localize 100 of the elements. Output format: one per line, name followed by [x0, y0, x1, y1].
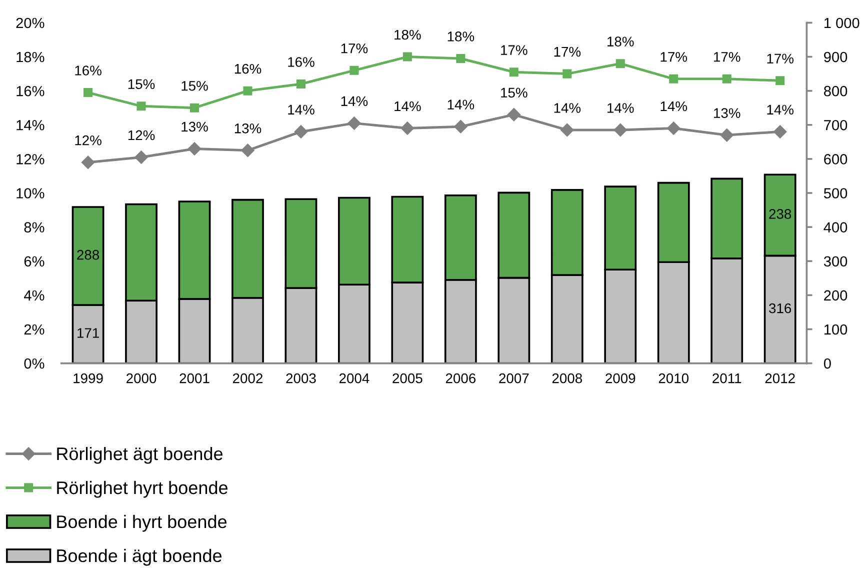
y-tick-label: 6% — [24, 256, 44, 267]
point — [667, 122, 680, 135]
legend-label: Rörlighet ägt boende — [57, 446, 223, 464]
point — [296, 80, 306, 89]
point — [84, 88, 93, 98]
point — [616, 59, 625, 68]
x-tick-label: 2011 — [712, 373, 742, 384]
data-label: 17% — [341, 44, 368, 54]
point — [720, 128, 734, 142]
data-label: 316 — [769, 303, 792, 314]
data-label: 16% — [75, 66, 102, 76]
data-label: 14% — [608, 103, 634, 113]
y2-tick-label: 800 — [824, 86, 848, 96]
point — [509, 68, 518, 77]
point — [190, 103, 200, 112]
x-tick-label: 2009 — [606, 373, 636, 384]
point — [241, 144, 254, 158]
y-tick-label: 0% — [24, 358, 44, 369]
x-tick-label: 2000 — [126, 373, 156, 384]
data-label: 13% — [234, 123, 262, 134]
point — [776, 76, 785, 86]
y-tick-label: 8% — [24, 222, 44, 232]
data-label: 288 — [77, 250, 100, 260]
legend-label: Boende i hyrt boende — [57, 514, 227, 532]
y2-tick-label: 700 — [824, 120, 848, 130]
point — [350, 66, 359, 75]
y-tick-label: 18% — [16, 52, 44, 62]
point — [614, 123, 627, 137]
x-tick-label: 2006 — [446, 373, 476, 384]
data-label: 17% — [714, 52, 740, 62]
data-label: 12% — [75, 135, 102, 146]
data-label: 14% — [448, 100, 474, 110]
data-label: 12% — [128, 130, 155, 140]
data-label: 16% — [288, 57, 314, 67]
y-tick-label: 20% — [16, 18, 44, 28]
data-label: 238 — [769, 209, 792, 219]
x-tick-label: 2002 — [232, 373, 262, 384]
point — [188, 142, 202, 156]
x-tick-label: 2010 — [658, 373, 689, 384]
y2-tick-label: 500 — [824, 188, 848, 198]
data-label: 171 — [78, 328, 99, 338]
data-label: 18% — [608, 36, 634, 46]
y-tick-label: 16% — [16, 86, 44, 96]
point — [454, 120, 468, 134]
x-tick-label: 2005 — [392, 373, 422, 384]
x-tick-label: 2007 — [499, 373, 529, 384]
data-label: 17% — [660, 52, 688, 62]
y-tick-label: 14% — [16, 120, 44, 130]
point — [773, 125, 787, 138]
legend-label: Rörlighet hyrt boende — [57, 480, 228, 498]
data-label: 17% — [501, 45, 528, 55]
y2-tick-label: 900 — [824, 52, 848, 62]
point — [81, 156, 95, 169]
point — [136, 102, 146, 111]
x-tick-label: 1999 — [74, 373, 103, 384]
point — [507, 108, 520, 122]
data-label: 14% — [341, 96, 368, 106]
y2-tick-label: 100 — [824, 324, 848, 335]
y2-tick-label: 1 000 — [824, 18, 860, 28]
point — [400, 122, 414, 135]
y-tick-label: 10% — [16, 188, 44, 198]
y2-tick-label: 300 — [824, 256, 848, 267]
data-label: 15% — [501, 88, 528, 98]
x-tick-label: 2012 — [765, 373, 795, 384]
data-label: 16% — [234, 64, 262, 74]
data-label: 15% — [182, 80, 208, 91]
point — [348, 116, 361, 130]
x-tick-label: 2003 — [286, 373, 316, 384]
y2-tick-label: 200 — [824, 290, 848, 301]
data-label: 14% — [767, 104, 794, 115]
point — [456, 54, 466, 63]
data-label: 17% — [767, 54, 794, 64]
y-tick-label: 2% — [24, 324, 44, 335]
data-label: 15% — [128, 79, 155, 90]
point — [562, 69, 572, 78]
point — [134, 150, 148, 164]
y2-tick-label: 0 — [824, 358, 831, 369]
y2-tick-label: 400 — [824, 222, 848, 232]
data-label: 13% — [714, 108, 740, 118]
data-label: 13% — [182, 122, 208, 132]
y2-tick-label: 600 — [824, 154, 848, 164]
point — [402, 52, 412, 62]
y-tick-label: 12% — [16, 154, 44, 164]
data-label: 17% — [554, 46, 581, 57]
data-label: 14% — [660, 101, 688, 112]
point — [294, 125, 308, 138]
data-label: 18% — [394, 30, 421, 40]
x-tick-label: 2008 — [552, 373, 582, 384]
legend-label: Boende i ägt boende — [57, 548, 222, 566]
point — [560, 123, 574, 137]
point — [669, 74, 678, 84]
data-label: 14% — [554, 103, 581, 113]
data-label: 18% — [448, 32, 474, 42]
x-tick-label: 2001 — [180, 373, 210, 384]
y-tick-label: 4% — [24, 290, 44, 301]
point — [722, 74, 732, 84]
point — [243, 86, 252, 96]
x-tick-label: 2004 — [339, 373, 370, 384]
data-label: 14% — [394, 101, 421, 112]
data-label: 14% — [288, 104, 314, 115]
